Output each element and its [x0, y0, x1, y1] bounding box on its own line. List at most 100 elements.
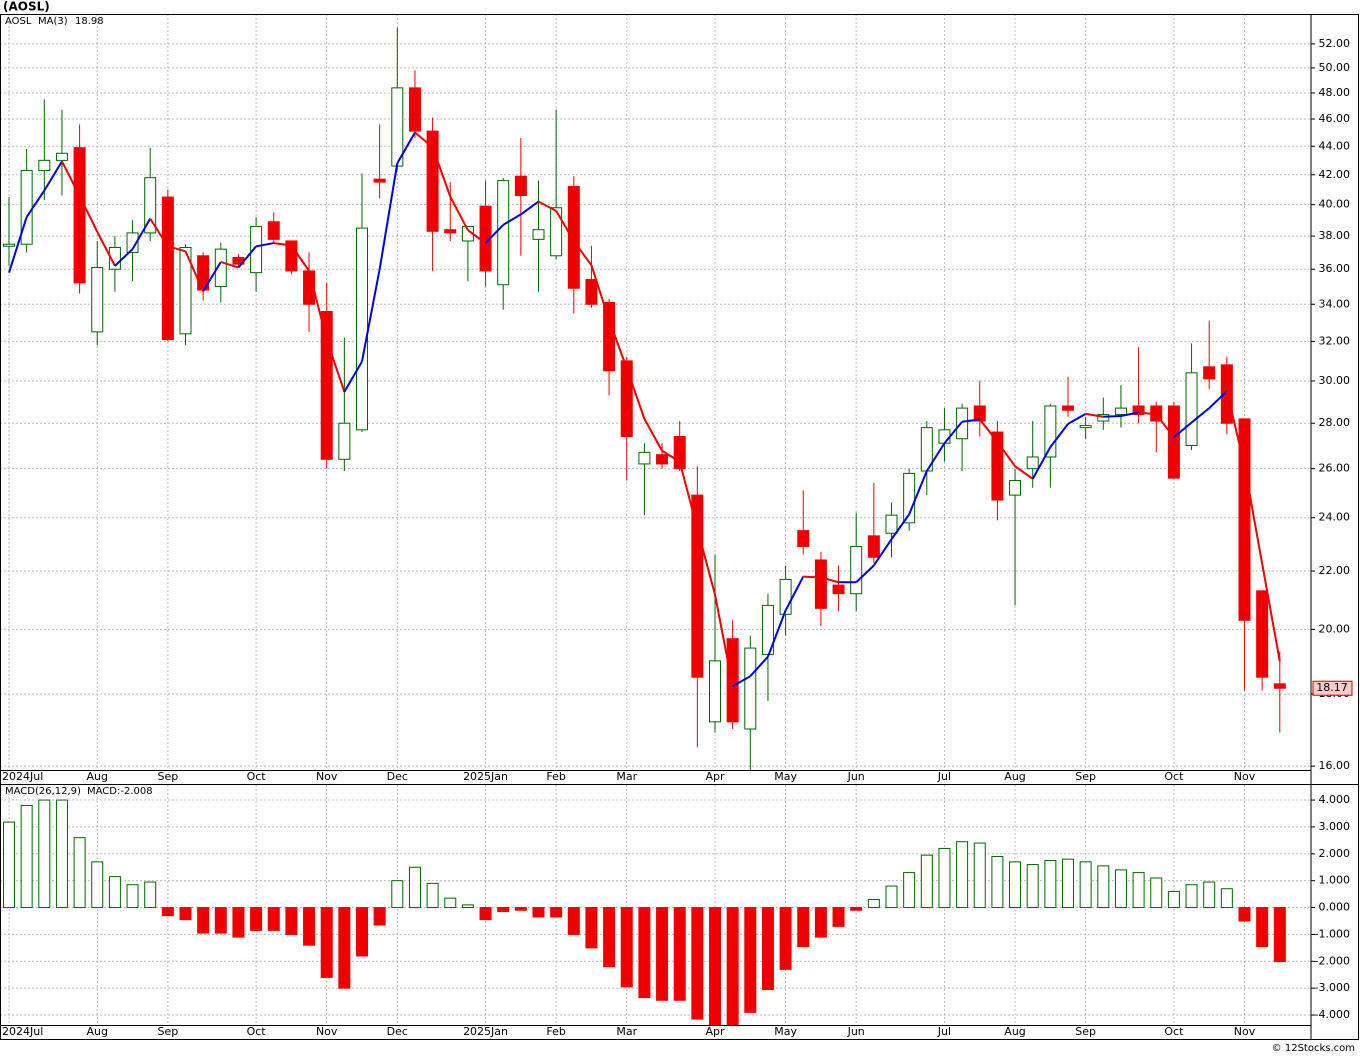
- ma-segment: [1225, 391, 1246, 466]
- macd-bar: [426, 882, 439, 909]
- x-tick-label: Nov: [1234, 770, 1256, 783]
- ma-segment: [1120, 411, 1139, 418]
- y-tick-label: -2.000: [1315, 954, 1350, 967]
- ma-segment: [1155, 413, 1175, 438]
- ma-segment: [290, 244, 310, 272]
- ma-segment: [131, 218, 152, 250]
- candle-body: [973, 405, 986, 422]
- candle-body: [285, 240, 298, 272]
- candle-body: [1167, 405, 1180, 479]
- x-tick-label: 2025Jan: [463, 770, 508, 783]
- candle-body: [585, 279, 598, 305]
- ma-segment: [61, 160, 81, 197]
- y-tick-label: 22.00: [1319, 564, 1351, 577]
- ma-segment: [1261, 563, 1281, 662]
- macd-bar: [444, 897, 457, 909]
- macd-bar: [144, 881, 157, 909]
- x-tick-label: 2024Jul: [2, 1025, 43, 1038]
- x-tick-label: Feb: [546, 1025, 565, 1038]
- y-tick-label: 26.00: [1319, 462, 1351, 475]
- ma-segment: [732, 675, 751, 688]
- x-tick-label: Oct: [1164, 770, 1184, 783]
- macd-bar: [73, 837, 86, 909]
- macd-bar: [285, 907, 298, 935]
- candle-body: [1114, 407, 1127, 416]
- macd-bar: [832, 907, 845, 927]
- x-tick-label: Jun: [847, 770, 865, 783]
- y-tick-label: 2.000: [1319, 847, 1351, 860]
- ma-segment: [678, 461, 699, 530]
- ma-segment: [873, 538, 893, 567]
- ma-segment: [820, 576, 839, 584]
- macd-bar: [850, 907, 863, 911]
- plot-layer: 16.0018.0020.0022.0024.0026.0028.0030.00…: [0, 14, 1353, 1038]
- y-tick-label: 28.00: [1319, 416, 1351, 429]
- ma-segment: [237, 245, 257, 269]
- macd-bar: [1097, 865, 1110, 909]
- x-tick-label: Aug: [1004, 770, 1025, 783]
- ma-segment: [343, 360, 363, 393]
- candle-body: [338, 422, 351, 460]
- macd-bar: [1044, 860, 1057, 909]
- x-tick-label: Dec: [387, 1025, 408, 1038]
- y-tick-label: 36.00: [1319, 262, 1351, 275]
- macd-bar: [620, 907, 633, 988]
- x-tick-label: Dec: [387, 770, 408, 783]
- y-tick-label: 4.000: [1319, 793, 1351, 806]
- ma-segment: [520, 200, 540, 216]
- candle-body: [73, 147, 86, 284]
- ma-segment: [538, 200, 557, 212]
- ma-segment: [908, 470, 928, 515]
- candle-body: [38, 159, 51, 171]
- candle-body: [638, 451, 651, 465]
- y-tick-label: 38.00: [1319, 229, 1351, 242]
- x-tick-label: 2025Jan: [463, 1025, 508, 1038]
- macd-bar: [108, 876, 121, 909]
- macd-bar: [1009, 861, 1022, 909]
- y-tick-label: 44.00: [1319, 139, 1351, 152]
- candle-body: [620, 360, 633, 438]
- candle-body: [709, 660, 721, 723]
- candle-body: [1009, 480, 1022, 496]
- ma-segment: [1173, 421, 1193, 438]
- x-tick-label: Oct: [247, 770, 267, 783]
- ma-segment: [1031, 446, 1052, 480]
- ma-segment: [943, 421, 963, 444]
- candle-body: [1097, 414, 1110, 422]
- macd-bar: [391, 880, 404, 909]
- x-tick-label: Apr: [705, 770, 725, 783]
- ma-segment: [890, 513, 910, 540]
- candle-body: [179, 246, 192, 335]
- ma-segment: [1208, 390, 1228, 409]
- legend-value: MACD:-2.008: [87, 786, 153, 797]
- macd-bar: [903, 872, 916, 909]
- ma-segment: [396, 131, 416, 164]
- candle-body: [779, 578, 792, 615]
- price-tag: [1312, 680, 1353, 696]
- y-tick-label: -4.000: [1315, 1008, 1350, 1021]
- x-tick-label: Aug: [87, 770, 108, 783]
- candle-body: [1044, 405, 1057, 458]
- macd-bar: [479, 907, 492, 921]
- ma-segment: [590, 265, 611, 321]
- series-group: [3, 27, 1286, 770]
- macd-bar: [214, 907, 227, 934]
- x-tick-label: Jul: [937, 770, 951, 783]
- y-tick-label: 52.00: [1319, 37, 1351, 50]
- macd-bar: [197, 907, 210, 934]
- macd-bar: [161, 907, 174, 917]
- ma-segment: [167, 245, 186, 253]
- candle-body: [673, 436, 686, 470]
- macd-bar: [956, 841, 969, 909]
- macd-bar: [3, 821, 15, 909]
- x-tick-label: May: [774, 1025, 797, 1038]
- ma-segment: [8, 216, 28, 273]
- ma-segment: [378, 163, 399, 270]
- macd-bar: [1220, 888, 1233, 909]
- ma-segment: [1103, 415, 1121, 418]
- candle-body: [250, 226, 263, 274]
- frame: [0, 14, 1359, 1040]
- candle-body: [1238, 418, 1251, 621]
- y-tick-label: 3.000: [1319, 820, 1351, 833]
- macd-bar: [408, 866, 421, 909]
